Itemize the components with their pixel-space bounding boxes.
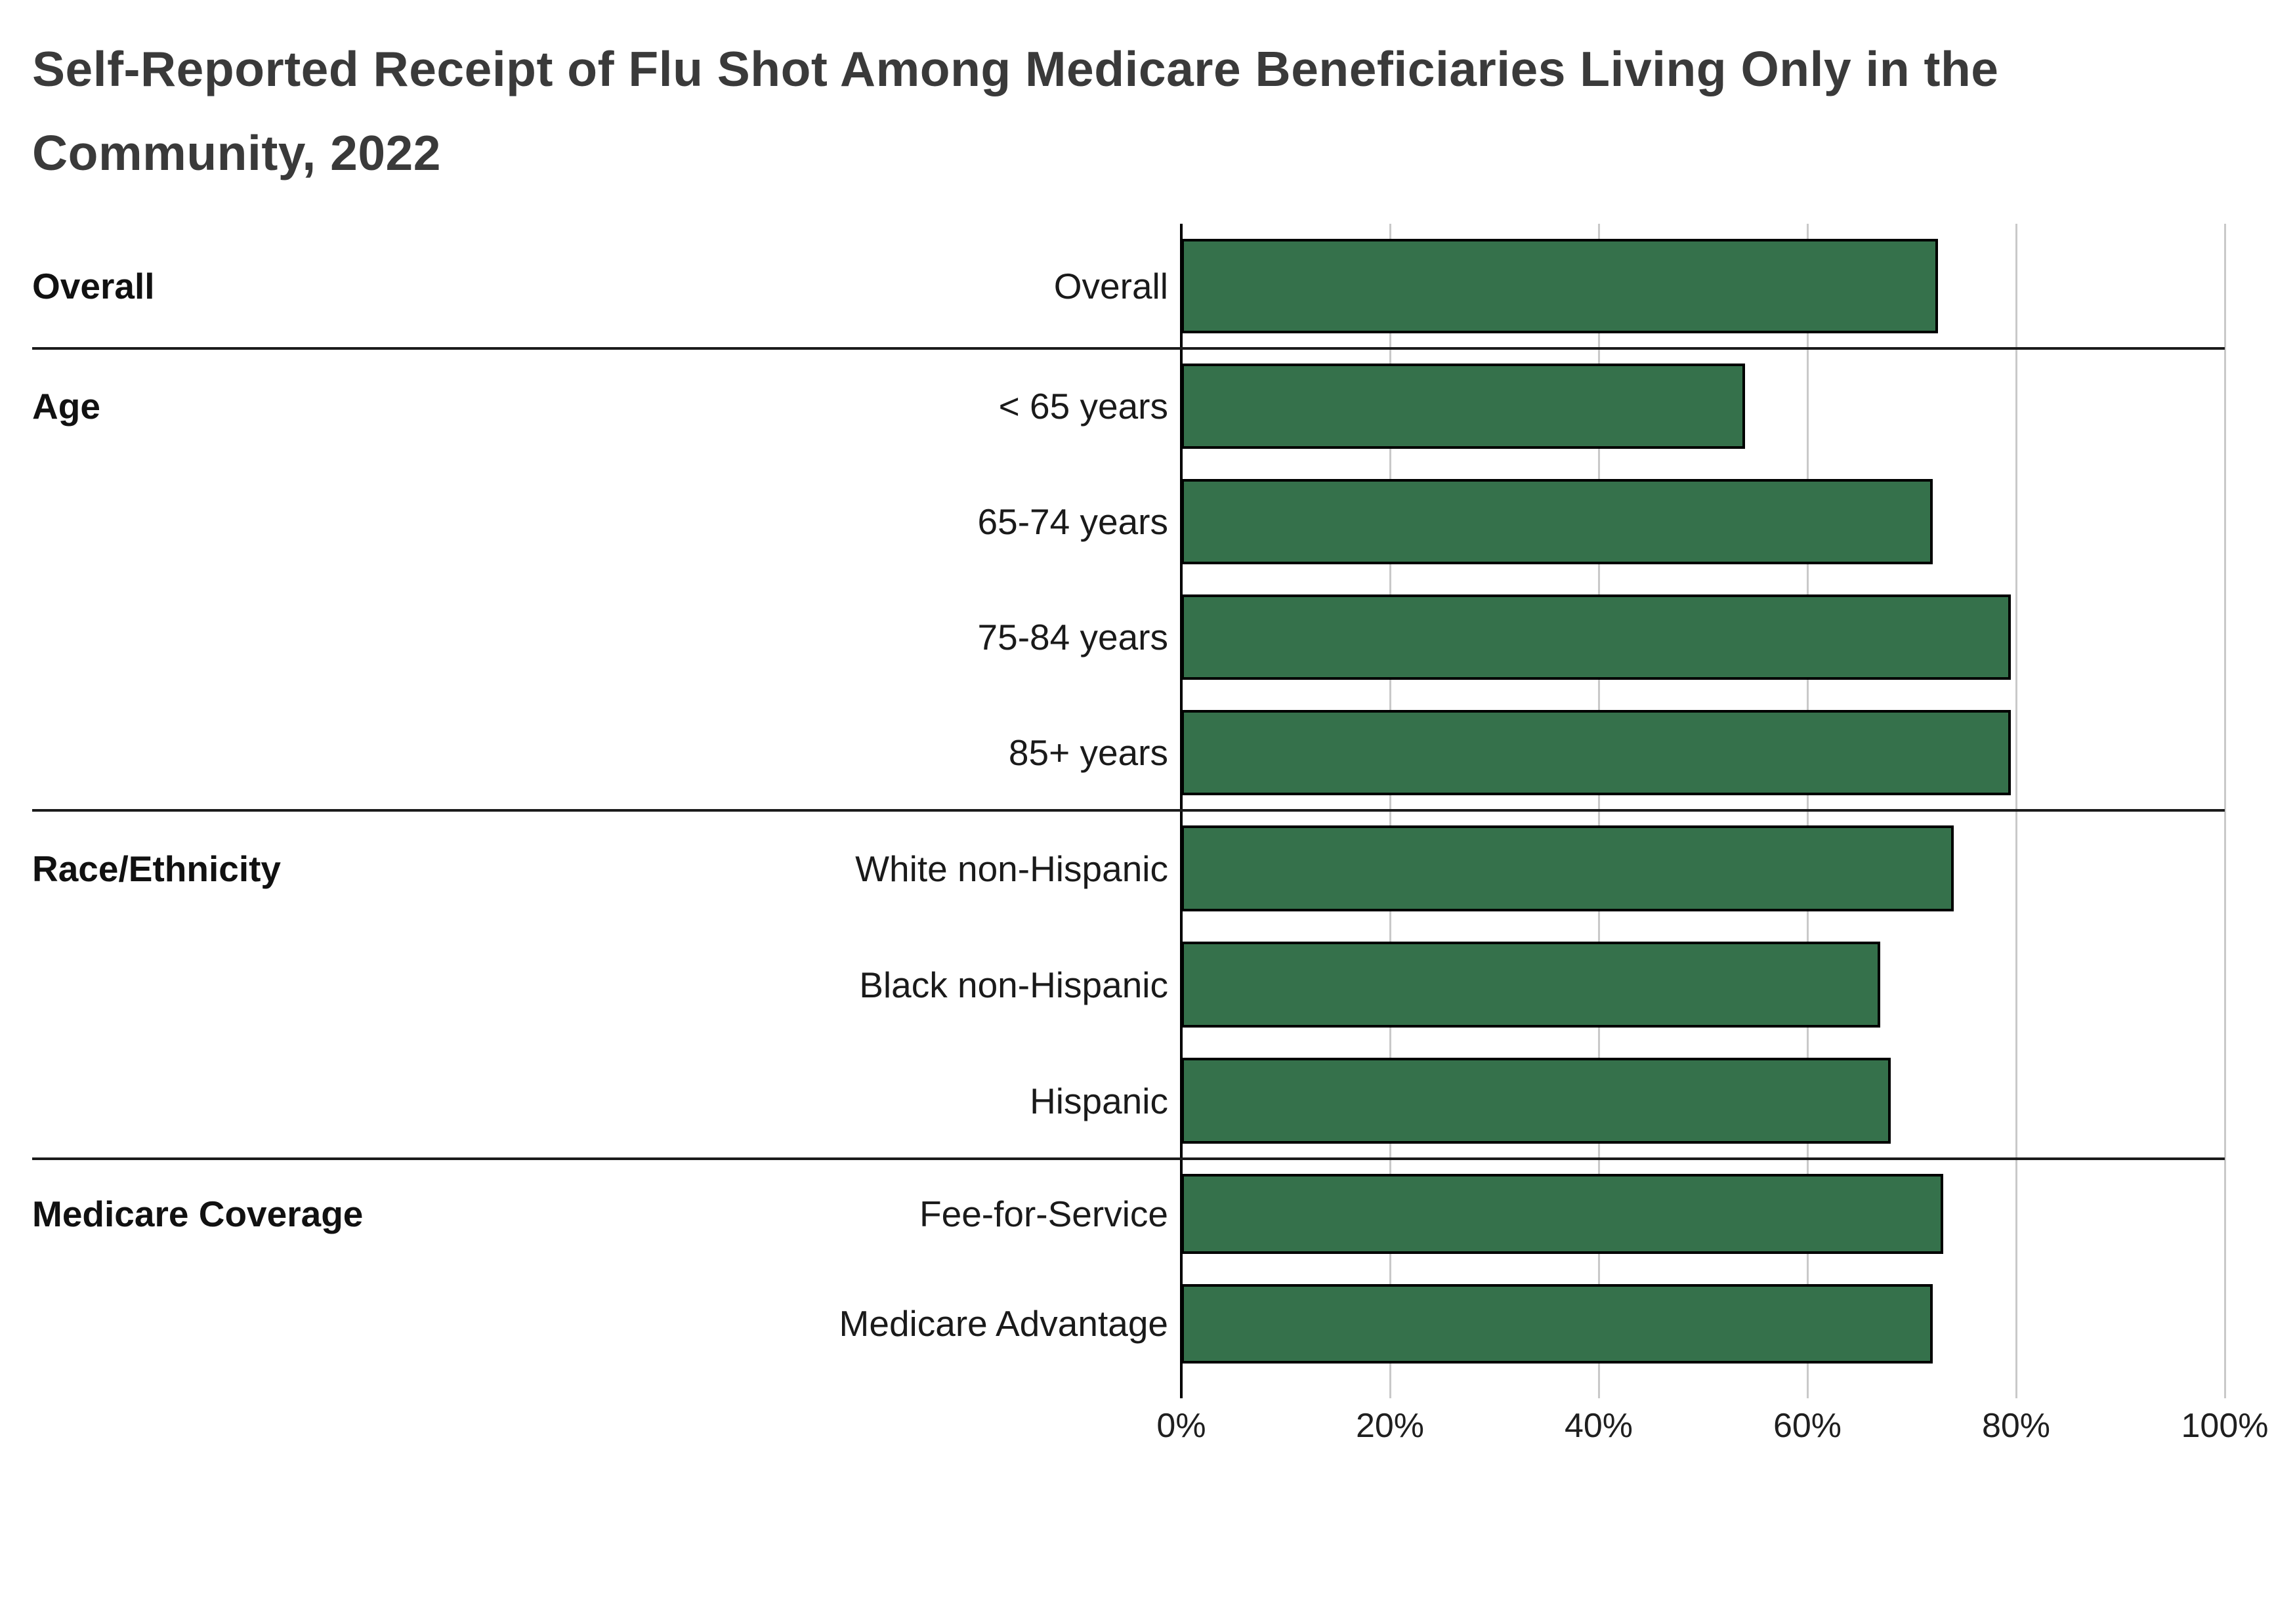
group-separator-3 — [32, 1157, 2225, 1160]
group-separator-2 — [32, 809, 2225, 812]
bar-hispanic — [1181, 1058, 1891, 1144]
bar-fee-for-service — [1181, 1174, 1943, 1254]
bar-75-84-years — [1181, 594, 2011, 680]
row-label-fee-for-service: Fee-for-Service — [919, 1193, 1168, 1234]
group-separator-1 — [32, 347, 2225, 350]
bar-black-non-hispanic — [1181, 942, 1881, 1028]
bar-white-non-hispanic — [1181, 825, 1954, 911]
bar-medicare-advantage — [1181, 1283, 1933, 1364]
row-label-75-84-years: 75-84 years — [977, 617, 1168, 657]
row-label-overall: Overall — [1053, 266, 1168, 306]
x-tick-label-80pct: 80% — [1981, 1407, 2051, 1445]
bar-65-years — [1181, 364, 1745, 449]
group-label-overall: Overall — [32, 266, 155, 306]
row-label-65-years: < 65 years — [998, 386, 1168, 427]
row-label-hispanic: Hispanic — [1030, 1080, 1168, 1121]
x-tick-label-60pct: 60% — [1773, 1407, 1842, 1445]
x-tick-label-40pct: 40% — [1564, 1407, 1633, 1445]
gridline-100pct — [2223, 224, 2226, 1398]
row-label-white-non-hispanic: White non-Hispanic — [855, 848, 1168, 889]
row-label-black-non-hispanic: Black non-Hispanic — [859, 964, 1168, 1005]
group-label-age: Age — [32, 386, 100, 427]
group-label-race-ethnicity: Race/Ethnicity — [32, 848, 282, 889]
bar-overall — [1181, 239, 1938, 333]
row-label-65-74-years: 65-74 years — [977, 501, 1168, 542]
row-label-medicare-advantage: Medicare Advantage — [839, 1303, 1168, 1344]
x-tick-label-100pct: 100% — [2181, 1407, 2269, 1445]
chart-title: Self-Reported Receipt of Flu Shot Among … — [32, 41, 1999, 180]
bar-65-74-years — [1181, 479, 1933, 564]
x-tick-label-0pct: 0% — [1156, 1407, 1206, 1445]
bar-85-years — [1181, 710, 2011, 795]
row-label-85-years: 85+ years — [1008, 732, 1168, 773]
group-label-medicare-coverage: Medicare Coverage — [32, 1193, 364, 1234]
x-tick-label-20pct: 20% — [1355, 1407, 1425, 1445]
